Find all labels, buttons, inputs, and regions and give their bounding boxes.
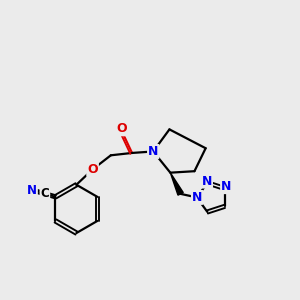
Text: C: C xyxy=(40,187,49,200)
Text: O: O xyxy=(87,163,98,176)
Text: N: N xyxy=(27,184,37,197)
Text: N: N xyxy=(202,175,212,188)
Text: O: O xyxy=(116,122,127,135)
Text: N: N xyxy=(148,145,158,158)
Polygon shape xyxy=(170,173,183,195)
Text: N: N xyxy=(221,180,232,193)
Text: N: N xyxy=(192,191,202,204)
